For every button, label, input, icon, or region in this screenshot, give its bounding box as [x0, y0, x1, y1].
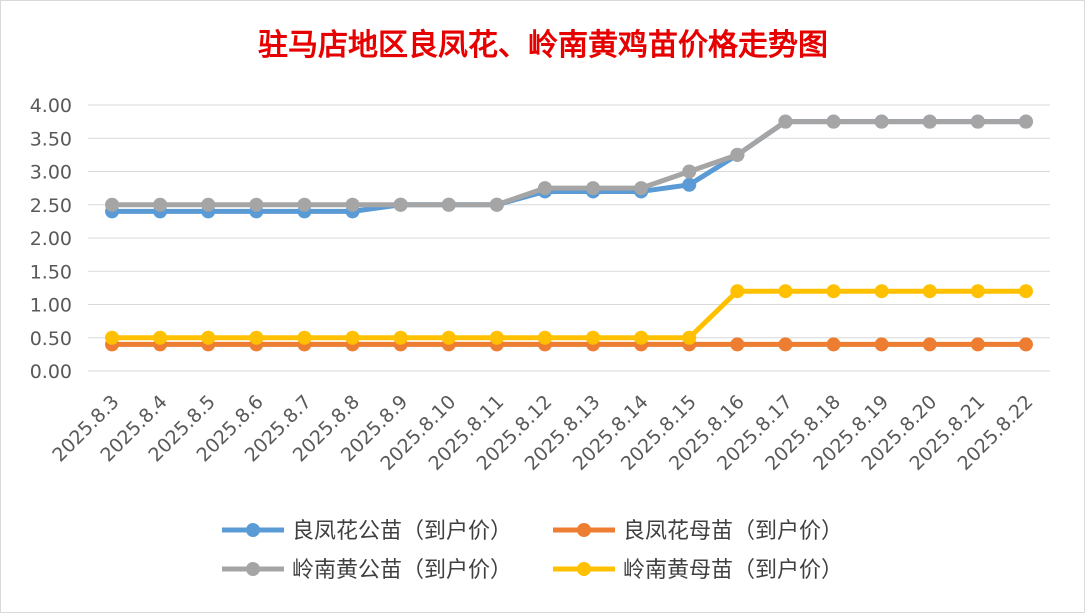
data-point — [922, 114, 937, 129]
data-point — [297, 330, 312, 345]
data-point — [634, 181, 649, 196]
legend-label: 良凤花母苗（到户价） — [623, 519, 843, 544]
series-line — [109, 288, 1029, 341]
data-point — [201, 197, 216, 212]
data-point — [441, 197, 456, 212]
legend-item: 良凤花公苗（到户价） — [222, 519, 512, 544]
data-point — [778, 337, 793, 352]
data-point — [153, 197, 168, 212]
data-point — [826, 337, 841, 352]
data-point — [970, 337, 985, 352]
data-point — [297, 197, 312, 212]
data-point — [586, 181, 601, 196]
data-point — [730, 147, 745, 162]
series-4 — [105, 284, 1033, 345]
y-tick-label: 1.00 — [30, 295, 72, 317]
legend-label: 岭南黄母苗（到户价） — [623, 558, 843, 583]
series-layer — [105, 114, 1033, 352]
y-tick-label: 0.00 — [30, 361, 72, 383]
data-point — [634, 330, 649, 345]
y-tick-label: 0.50 — [30, 328, 72, 350]
data-point — [586, 330, 601, 345]
data-point — [105, 197, 120, 212]
data-point — [778, 284, 793, 299]
data-point — [201, 330, 216, 345]
legend-item: 岭南黄公苗（到户价） — [222, 558, 512, 583]
data-point — [489, 330, 504, 345]
legend-swatch-marker — [246, 562, 260, 576]
data-point — [153, 330, 168, 345]
legend-item: 岭南黄母苗（到户价） — [553, 558, 843, 583]
legend-label: 岭南黄公苗（到户价） — [292, 558, 512, 583]
data-point — [1018, 337, 1033, 352]
data-point — [345, 197, 360, 212]
data-point — [730, 284, 745, 299]
data-point — [249, 197, 264, 212]
data-point — [441, 330, 456, 345]
data-point — [393, 330, 408, 345]
data-point — [537, 330, 552, 345]
data-point — [874, 114, 889, 129]
data-point — [489, 197, 504, 212]
data-point — [826, 284, 841, 299]
legend-item: 良凤花母苗（到户价） — [553, 519, 843, 544]
legend: 良凤花公苗（到户价） 良凤花母苗（到户价） 岭南黄公苗（到户价） 岭南黄母苗（到户价） — [222, 519, 843, 583]
data-point — [1018, 284, 1033, 299]
data-point — [826, 114, 841, 129]
y-tick-label: 2.50 — [30, 195, 72, 217]
data-point — [778, 114, 793, 129]
y-axis-ticks: 0.00 0.50 1.00 1.50 2.00 2.50 3.00 3.50 4.00 — [30, 95, 72, 383]
data-point — [682, 164, 697, 179]
y-tick-label: 3.50 — [30, 128, 72, 150]
data-point — [874, 284, 889, 299]
data-point — [970, 114, 985, 129]
data-point — [393, 197, 408, 212]
chart-title: 驻马店地区良凤花、岭南黄鸡苗价格走势图 — [258, 28, 828, 63]
data-point — [1018, 114, 1033, 129]
data-point — [682, 330, 697, 345]
data-point — [874, 337, 889, 352]
series-3 — [105, 114, 1033, 212]
legend-swatch-marker — [246, 523, 260, 537]
series-line — [109, 119, 1029, 208]
y-tick-label: 1.50 — [30, 261, 72, 283]
data-point — [970, 284, 985, 299]
data-point — [922, 284, 937, 299]
y-tick-label: 3.00 — [30, 162, 72, 184]
data-point — [105, 330, 120, 345]
legend-swatch-marker — [577, 562, 591, 576]
legend-swatch-marker — [577, 523, 591, 537]
data-point — [922, 337, 937, 352]
data-point — [730, 337, 745, 352]
y-tick-label: 2.00 — [30, 228, 72, 250]
data-point — [345, 330, 360, 345]
data-point — [682, 177, 697, 192]
legend-label: 良凤花公苗（到户价） — [292, 519, 512, 544]
y-tick-label: 4.00 — [30, 95, 72, 117]
data-point — [537, 181, 552, 196]
data-point — [249, 330, 264, 345]
